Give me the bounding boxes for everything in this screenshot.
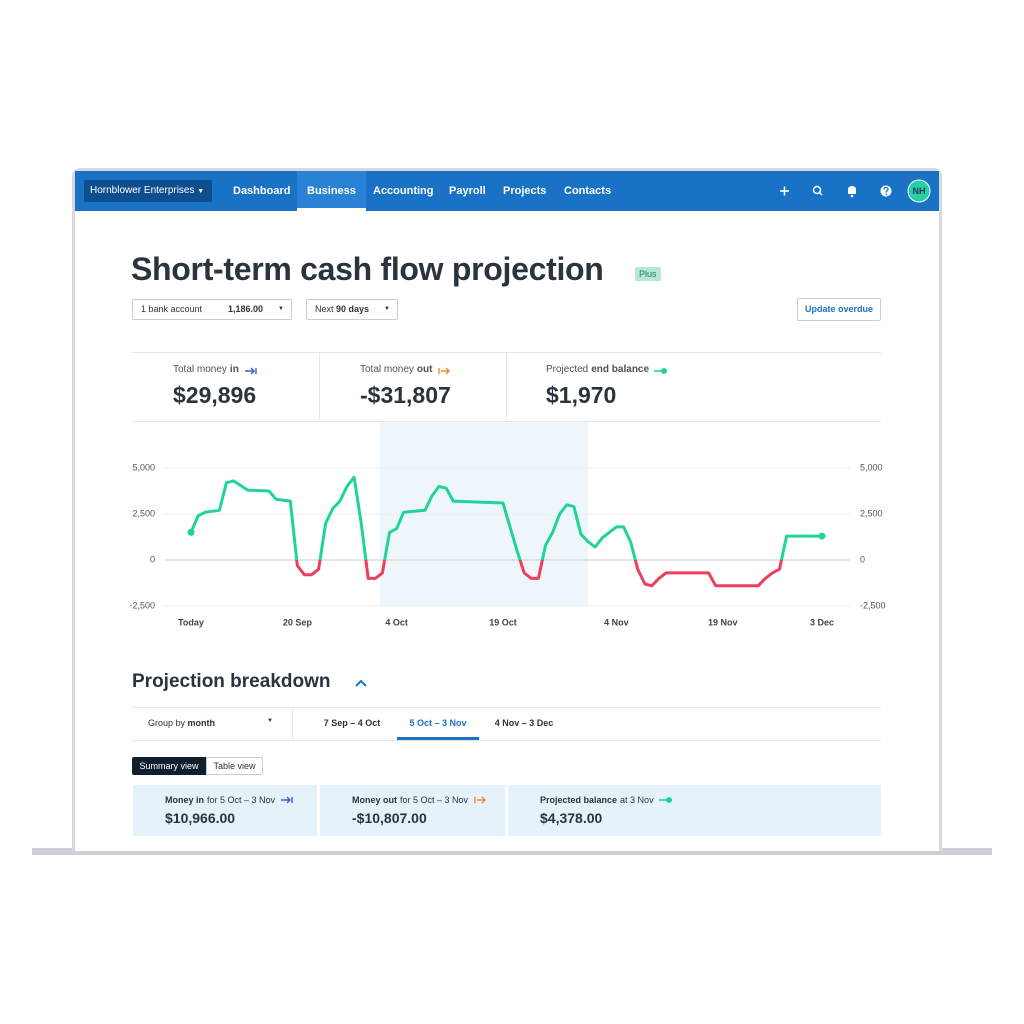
period-select[interactable]: Next 90 days ▼ [306, 299, 398, 320]
balance-line [189, 475, 824, 588]
label-text: Total money [360, 364, 414, 375]
y-tick-label: -2,500 [860, 600, 886, 610]
card-label: Projected balance at 3 Nov [540, 795, 654, 805]
x-tick-label: 4 Nov [604, 617, 629, 627]
end-point [818, 532, 826, 540]
y-tick-label: 0 [150, 554, 155, 564]
nav-item[interactable]: Contacts [564, 185, 612, 197]
x-tick-label: 4 Oct [385, 617, 408, 627]
active-tab-indicator [397, 737, 479, 740]
y-tick-label: 5,000 [860, 462, 883, 472]
card-value: $10,966.00 [165, 810, 236, 826]
x-tick-label: 3 Dec [810, 617, 834, 627]
summary-value: $29,896 [173, 382, 257, 408]
end-point [187, 528, 195, 536]
summary-value: -$31,807 [360, 382, 451, 408]
chart: -2,500 -2,500 0 0 2,500 2,500 5,000 5,000 Today 2… [129, 422, 886, 627]
flow-icon [659, 797, 672, 803]
nav-item[interactable]: Dashboard [233, 185, 291, 197]
org-name: Hornblower Enterprises [90, 185, 195, 196]
laptop-base [32, 848, 992, 855]
label-emphasis: out [416, 364, 433, 375]
x-tick-label: Today [178, 617, 204, 627]
flow-icon [281, 796, 293, 804]
nav-icons: NH [780, 179, 931, 203]
account-label: 1 bank account [141, 304, 203, 314]
group-select[interactable]: Group by month [148, 718, 215, 728]
page-title: Short-term cash flow projection [131, 251, 604, 287]
x-tick-label: 19 Oct [489, 617, 517, 627]
card-label: Money out for 5 Oct – 3 Nov [352, 795, 468, 805]
account-select[interactable]: 1 bank account 1,186.00 ▼ [132, 299, 292, 320]
summary-row [132, 352, 881, 422]
flow-icon [245, 367, 257, 375]
icon-search[interactable] [812, 185, 823, 196]
y-tick-label: 0 [860, 554, 865, 564]
label-text: for 5 Oct – 3 Nov [400, 795, 469, 805]
y-tick-label: 2,500 [132, 508, 155, 518]
avatar[interactable] [907, 179, 931, 203]
nav-item[interactable]: Payroll [449, 185, 486, 197]
summary-label: Total money out [360, 364, 432, 375]
summary-value: $1,970 [546, 382, 617, 408]
group-prefix: Group by [148, 718, 186, 728]
update-overdue-button[interactable]: Update overdue [797, 298, 881, 321]
y-tick-label: 2,500 [860, 508, 883, 518]
divider [292, 708, 293, 740]
period-tab[interactable]: 4 Nov – 3 Dec [494, 718, 554, 728]
divider [132, 707, 881, 708]
y-tick-label: -2,500 [129, 600, 155, 610]
x-tick-label: 20 Sep [283, 617, 313, 627]
summary-label: Projected end balance [546, 364, 649, 375]
label-emphasis: end balance [591, 364, 650, 375]
icon-notifications[interactable] [848, 186, 856, 198]
label-emphasis: Money in [165, 795, 205, 805]
nav-item[interactable]: Projects [503, 185, 547, 197]
summary-card: Money out for 5 Oct – 3 Nov -$10,807.00 [320, 785, 505, 836]
label-text: for 5 Oct – 3 Nov [207, 795, 276, 805]
label-emphasis: Projected balance [540, 795, 618, 805]
label-emphasis: Money out [352, 795, 397, 805]
dropdown-caret: ▼ [267, 718, 273, 724]
flow-icon [438, 367, 450, 375]
summary-label: Total money in [173, 364, 239, 375]
collapse-icon[interactable] [354, 677, 368, 689]
period-tab[interactable]: 7 Sep – 4 Oct [323, 718, 381, 728]
avatar-initials: NH [913, 186, 926, 196]
nav-bar [75, 171, 939, 211]
card-value: $4,378.00 [540, 810, 603, 826]
period-prefix: Next [315, 304, 334, 314]
icon-help[interactable] [880, 185, 892, 197]
summary-card: Money in for 5 Oct – 3 Nov $10,966.00 [133, 785, 317, 836]
icon-add[interactable] [780, 186, 789, 196]
account-balance: 1,186.00 [227, 304, 263, 314]
table-view-toggle[interactable]: Table view [206, 757, 263, 775]
divider [506, 353, 507, 420]
card-label: Money in for 5 Oct – 3 Nov [165, 795, 275, 805]
summary-card: Projected balance at 3 Nov $4,378.00 [508, 785, 881, 836]
period-tab[interactable]: 5 Oct – 3 Nov [409, 718, 467, 728]
group-value: month [187, 718, 216, 728]
period-value: 90 days [336, 304, 370, 314]
x-tick-label: 19 Nov [708, 617, 738, 627]
summary-view-toggle[interactable]: Summary view [132, 757, 206, 775]
section-title: Projection breakdown [132, 671, 331, 692]
divider [319, 353, 320, 420]
flow-icon [654, 368, 667, 374]
label-emphasis: in [229, 364, 239, 375]
nav-item[interactable]: Business [297, 171, 366, 211]
label-text: Total money [173, 364, 227, 375]
nav-item[interactable]: Accounting [373, 185, 434, 197]
card-value: -$10,807.00 [352, 810, 427, 826]
plan-badge: Plus [635, 267, 661, 281]
y-tick-label: 5,000 [132, 462, 155, 472]
label-text: Projected [546, 364, 589, 375]
divider [132, 740, 881, 741]
org-switcher[interactable]: Hornblower Enterprises ▼ [84, 180, 212, 202]
label-text: at 3 Nov [620, 795, 654, 805]
flow-icon [474, 796, 486, 804]
